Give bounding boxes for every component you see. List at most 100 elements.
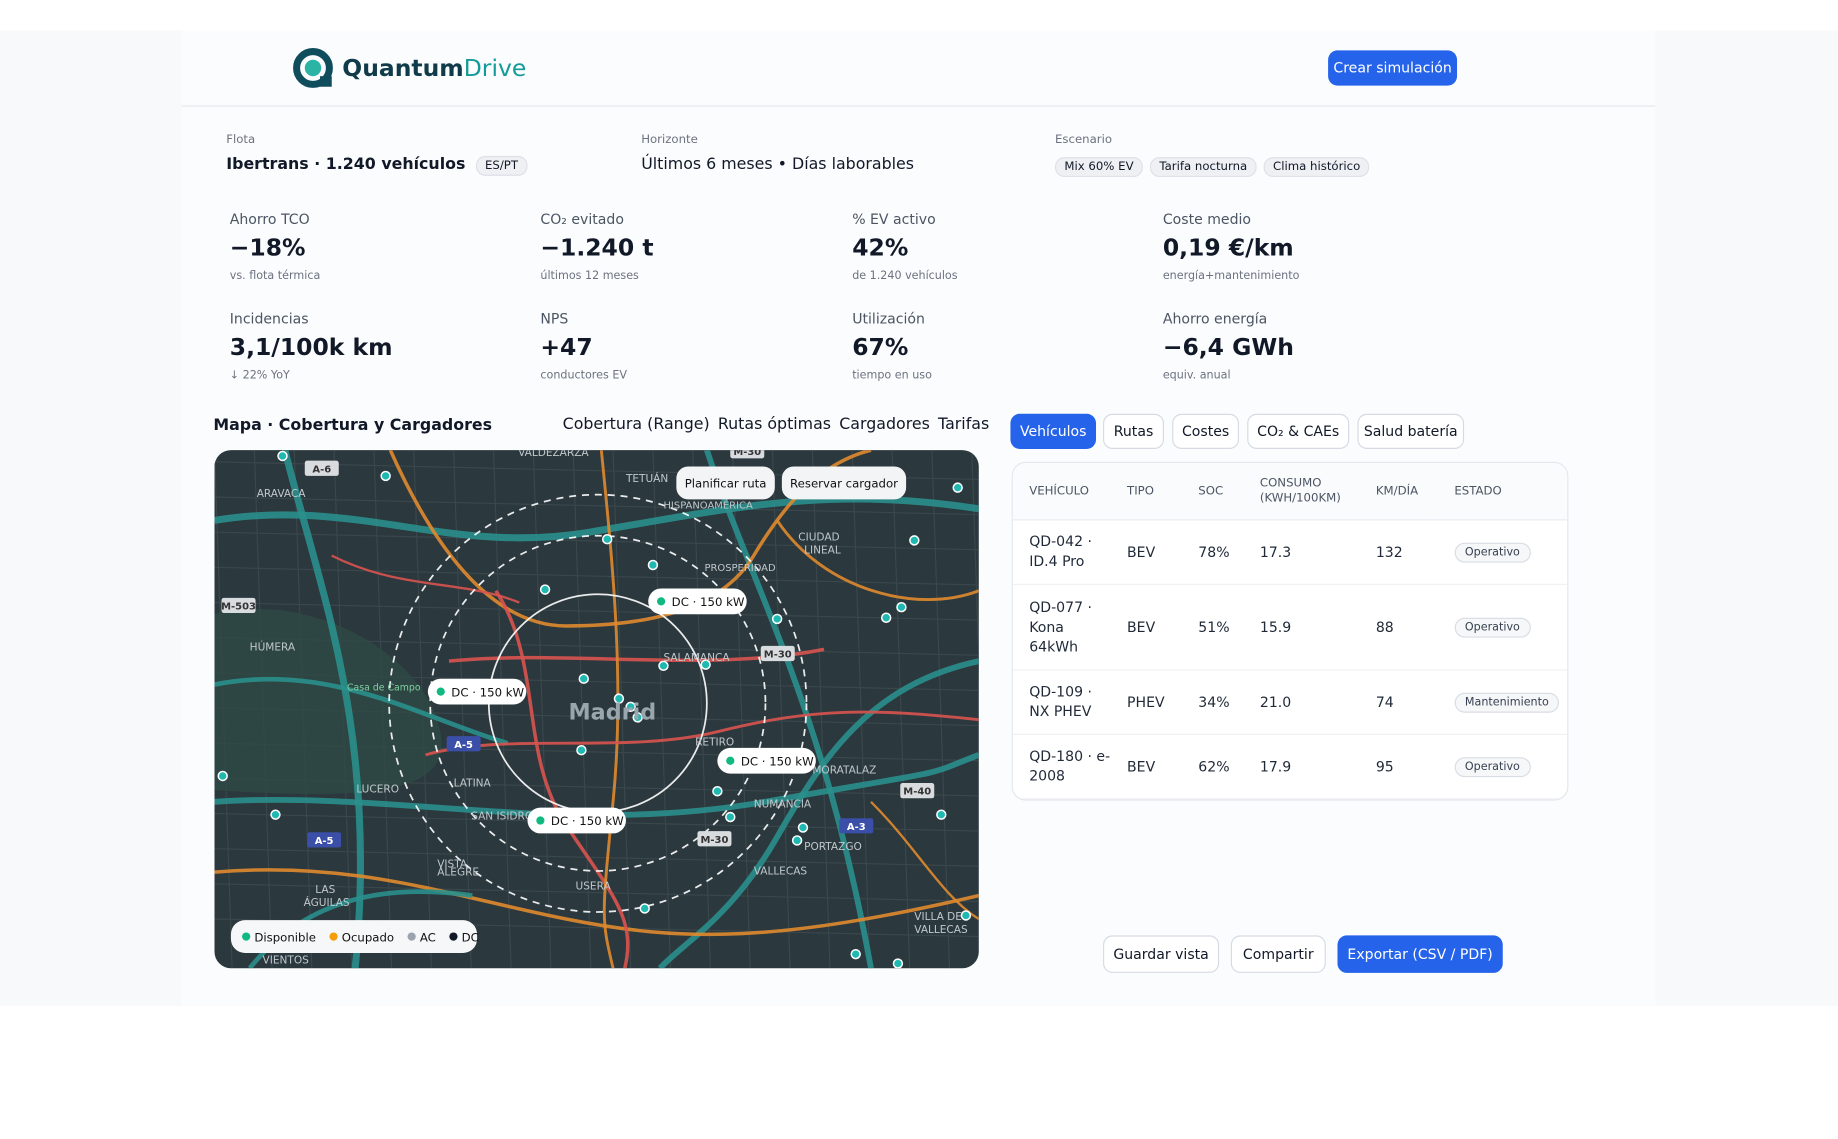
- kpi-label: Utilización: [852, 310, 925, 328]
- charger-dot: [380, 470, 391, 482]
- map-action[interactable]: [676, 466, 775, 500]
- place-label: VALLECAS: [754, 865, 808, 877]
- road: [214, 495, 979, 542]
- cell: BEV: [1110, 519, 1182, 585]
- table-tab[interactable]: Vehículos: [1010, 413, 1097, 449]
- road-badge: [839, 818, 874, 834]
- column-header: TIPO: [1110, 463, 1182, 521]
- place-label: CIUDAD: [798, 531, 839, 543]
- street: [771, 450, 791, 969]
- legend-dot: [407, 932, 416, 941]
- road-label: M-30: [733, 450, 761, 458]
- map-tab[interactable]: Tarifas: [938, 414, 990, 434]
- kpi-note: conductores EV: [540, 369, 627, 383]
- map-tab[interactable]: Cobertura (Range): [562, 414, 710, 434]
- charger-dot: [892, 958, 904, 969]
- place-label: VIENTOS: [263, 955, 310, 967]
- create-button[interactable]: Crear simulación: [1328, 50, 1458, 86]
- street: [214, 848, 979, 867]
- kpi-note: equiv. anual: [1162, 369, 1231, 383]
- tag: Tarifa nocturna: [1150, 157, 1257, 178]
- cell: 88: [1359, 584, 1438, 671]
- cell: 51%: [1181, 584, 1244, 671]
- cell: Mantenimiento: [1437, 669, 1568, 735]
- kpi-label: NPS: [540, 310, 569, 328]
- charger-dot: [625, 701, 636, 713]
- brand-b: Drive: [463, 53, 527, 83]
- cell: QD-180 · e-2008: [1012, 734, 1111, 800]
- charger-dot: [647, 559, 659, 571]
- place-label: VISTA: [437, 858, 468, 870]
- cell: 132: [1359, 519, 1438, 585]
- road: [214, 676, 509, 746]
- column-header: SOC: [1181, 463, 1244, 521]
- row: QD-042 · ID.4 Pro BEV 78% 17.3 132 Operativo: [1012, 519, 1568, 585]
- legend-label: Disponible: [254, 930, 316, 944]
- kpi-label: CO₂ evitado: [540, 210, 624, 228]
- charger-dot: [791, 835, 803, 846]
- charger-dot: [539, 584, 551, 595]
- charger-tag[interactable]: [427, 678, 527, 705]
- footer-button[interactable]: Guardar vista: [1103, 935, 1220, 973]
- street: [214, 601, 979, 621]
- cell: Operativo: [1437, 734, 1568, 800]
- map-title: Mapa · Cobertura y Cargadores: [213, 416, 493, 435]
- table-tab[interactable]: Costes: [1172, 413, 1240, 449]
- charger-tag[interactable]: [717, 747, 816, 774]
- street: [851, 450, 871, 969]
- road: [870, 800, 979, 920]
- charger-dot: [952, 482, 963, 493]
- road-badge: [304, 460, 339, 476]
- cell: 17.9: [1243, 734, 1360, 800]
- charger-dot: [936, 809, 947, 820]
- road: [775, 519, 979, 602]
- road-badge: [307, 832, 342, 848]
- road-badge: [446, 736, 481, 752]
- street: [891, 450, 911, 969]
- cell: PHEV: [1110, 669, 1182, 735]
- kpi-label: Ahorro energía: [1162, 310, 1268, 328]
- kpi-label: Ahorro TCO: [229, 210, 310, 228]
- table-tab[interactable]: Rutas: [1103, 413, 1164, 449]
- place-label: MORATALAZ: [812, 765, 876, 777]
- place-label: Casa de Campo: [347, 682, 421, 693]
- column-header: VEHÍCULO: [1012, 463, 1111, 521]
- place-label: ARAVACA: [257, 488, 307, 500]
- column-header: CONSUMO (KWH/100KM): [1243, 463, 1360, 521]
- kpi-note: de 1.240 vehículos: [852, 269, 958, 283]
- charger-dot: [960, 910, 972, 921]
- table-tab[interactable]: CO₂ & CAEs: [1247, 413, 1350, 449]
- charger-dot: [576, 744, 587, 756]
- charger-dot: [700, 659, 711, 670]
- map-tab[interactable]: Rutas óptimas: [717, 414, 832, 434]
- kpi-value: −1.240 t: [540, 233, 654, 262]
- charger-tag[interactable]: [648, 588, 747, 615]
- map-legend: [230, 920, 478, 953]
- badge: ES/PT: [475, 155, 528, 176]
- park: [214, 608, 442, 795]
- column-header: ESTADO: [1437, 463, 1568, 521]
- street: [214, 496, 979, 516]
- charger-dot: [639, 903, 650, 914]
- status-pill: Operativo: [1454, 757, 1531, 778]
- footer-button[interactable]: Exportar (CSV / PDF): [1337, 935, 1503, 973]
- footer-button[interactable]: Compartir: [1230, 935, 1326, 973]
- road: [331, 554, 520, 604]
- coverage-ring: [429, 534, 767, 872]
- charger-dot: [277, 450, 288, 462]
- map-tab[interactable]: Cargadores: [839, 414, 930, 434]
- cell: 15.9: [1243, 584, 1360, 671]
- charger-dot: [658, 660, 669, 672]
- charger-tag[interactable]: [527, 807, 626, 834]
- map-action[interactable]: [781, 466, 907, 500]
- kpi-value: −6,4 GWh: [1162, 332, 1294, 362]
- cell: QD-109 · NX PHEV: [1012, 669, 1111, 735]
- charger-label: DC · 150 kW: [451, 685, 524, 699]
- status-dot: [657, 597, 666, 606]
- road-label: M-30: [764, 650, 792, 661]
- place-label: SAN ISIDRO: [471, 810, 533, 822]
- horizon-value: Últimos 6 meses • Días laborables: [641, 154, 915, 174]
- table-tab[interactable]: Salud batería: [1357, 413, 1465, 449]
- street: [971, 450, 979, 675]
